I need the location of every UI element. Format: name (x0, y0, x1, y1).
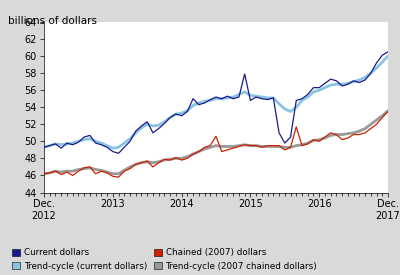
Legend: Current dollars, Trend-cycle (current dollars), Chained (2007) dollars, Trend-cy: Current dollars, Trend-cycle (current do… (12, 248, 317, 271)
Text: billions of dollars: billions of dollars (8, 16, 97, 26)
